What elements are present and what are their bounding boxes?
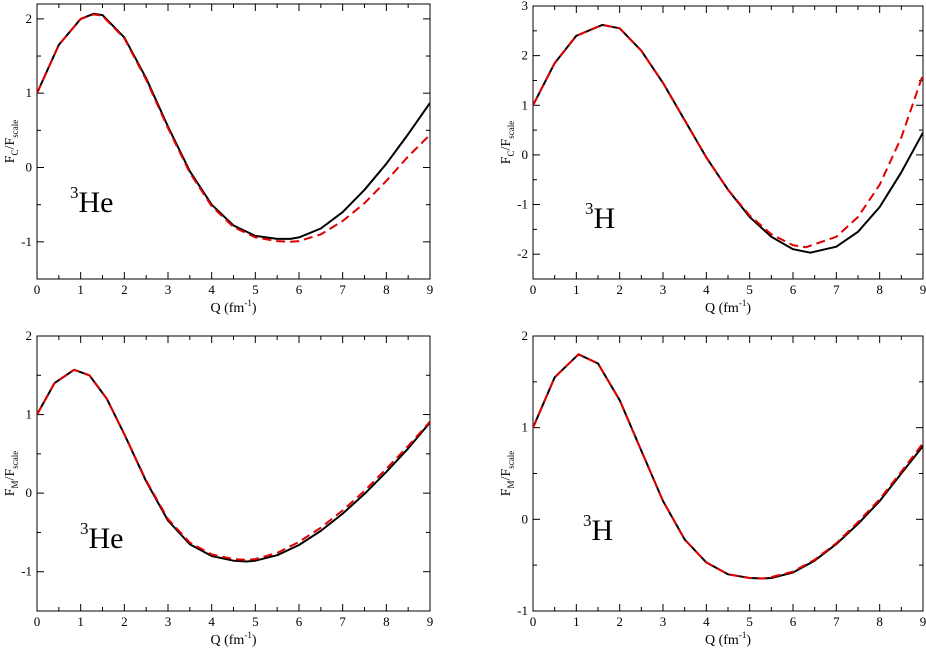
x-tick-label: 6: [790, 614, 797, 629]
x-tick-label: 7: [339, 282, 346, 297]
y-tick-label: -1: [517, 603, 528, 618]
x-tick-label: 6: [296, 614, 303, 629]
x-tick-label: 7: [833, 282, 840, 297]
x-tick-label: 7: [339, 614, 346, 629]
plot-frame: [532, 335, 924, 612]
panel-top-left: 0 1 2 3 4 5 6 7 8 9 -1 0 1 2 Q (fm-1) FC/Fscale 3He: [3, 3, 434, 316]
x-tick-label: 0: [34, 614, 41, 629]
plot-frame: [532, 5, 924, 280]
x-tick-label: 4: [703, 282, 710, 297]
x-tick-label: 9: [920, 282, 926, 297]
x-tick-label: 9: [920, 614, 926, 629]
x-tick-label: 4: [703, 614, 710, 629]
x-axis-label: Q (fm-1): [705, 298, 751, 316]
y-tick-label: -1: [517, 197, 528, 212]
y-tick-label: 2: [26, 328, 33, 343]
y-axis-label: FM/Fscale: [3, 451, 20, 497]
x-axis-label: Q (fm-1): [211, 298, 257, 316]
y-tick-label: 1: [26, 407, 33, 422]
y-axis-label: FC/Fscale: [499, 121, 516, 165]
x-tick-label: 8: [383, 614, 390, 629]
x-tick-label: 3: [165, 614, 172, 629]
x-tick-label: 2: [121, 614, 128, 629]
nucleus-label: 3H: [583, 511, 613, 547]
x-tick-label: 0: [530, 614, 537, 629]
x-tick-label: 2: [616, 282, 623, 297]
x-tick-label: 1: [573, 282, 580, 297]
x-tick-label: 3: [165, 282, 172, 297]
x-tick-label: 0: [530, 282, 537, 297]
x-tick-label: 9: [427, 282, 434, 297]
x-tick-label: 5: [746, 282, 753, 297]
nucleus-label: 3He: [80, 519, 123, 555]
y-tick-label: -2: [517, 246, 528, 261]
y-tick-label: 0: [26, 160, 33, 175]
x-tick-label: 1: [77, 282, 84, 297]
series-line-dashed: [533, 353, 923, 580]
x-tick-label: 8: [876, 282, 883, 297]
x-tick-label: 4: [208, 614, 215, 629]
x-tick-label: 3: [660, 614, 667, 629]
series-line-dashed: [37, 368, 430, 561]
x-tick-label: 8: [383, 282, 390, 297]
x-tick-label: 5: [252, 614, 259, 629]
panel-top-right: 0 1 2 3 4 5 6 7 8 9 -2 -1 0 1 2 3 Q (fm-1) FC/Fscale 3H: [499, 0, 926, 316]
y-tick-label: 1: [522, 420, 529, 435]
x-tick-label: 4: [208, 282, 215, 297]
x-tick-label: 2: [121, 282, 128, 297]
y-tick-label: 1: [26, 85, 33, 100]
x-tick-label: 5: [252, 282, 259, 297]
y-tick-label: 0: [522, 511, 529, 526]
y-tick-label: 1: [522, 97, 529, 112]
x-tick-label: 6: [296, 282, 303, 297]
y-axis-label: FC/Fscale: [3, 120, 20, 164]
series-line-solid: [533, 23, 923, 254]
x-tick-label: 1: [573, 614, 580, 629]
y-tick-label: 0: [522, 147, 529, 162]
x-tick-label: 1: [77, 614, 84, 629]
nucleus-label: 3H: [585, 199, 615, 235]
series-line-dashed: [533, 23, 923, 249]
x-tick-label: 3: [660, 282, 667, 297]
y-tick-label: 2: [26, 11, 33, 26]
x-axis-label: Q (fm-1): [705, 630, 751, 648]
x-tick-label: 8: [876, 614, 883, 629]
x-tick-label: 0: [34, 282, 41, 297]
x-tick-label: 5: [746, 614, 753, 629]
y-tick-label: -1: [21, 234, 32, 249]
series-line-dashed: [37, 13, 430, 243]
y-tick-label: 3: [522, 0, 529, 13]
y-tick-label: 2: [522, 328, 529, 343]
panel-bottom-left: 0 1 2 3 4 5 6 7 8 9 -1 0 1 2 Q (fm-1) FM/Fscale 3He: [3, 328, 433, 648]
x-tick-label: 7: [833, 614, 840, 629]
y-tick-label: -1: [21, 564, 32, 579]
x-tick-label: 6: [790, 282, 797, 297]
plot-frame: [36, 3, 431, 280]
x-tick-label: 2: [616, 614, 623, 629]
x-axis-label: Q (fm-1): [211, 630, 257, 648]
y-tick-label: 0: [26, 485, 33, 500]
y-axis-label: FM/Fscale: [499, 451, 516, 497]
plot-frame: [36, 335, 431, 612]
y-tick-label: 2: [522, 48, 529, 63]
x-tick-label: 9: [427, 614, 434, 629]
nucleus-label: 3He: [70, 183, 113, 219]
